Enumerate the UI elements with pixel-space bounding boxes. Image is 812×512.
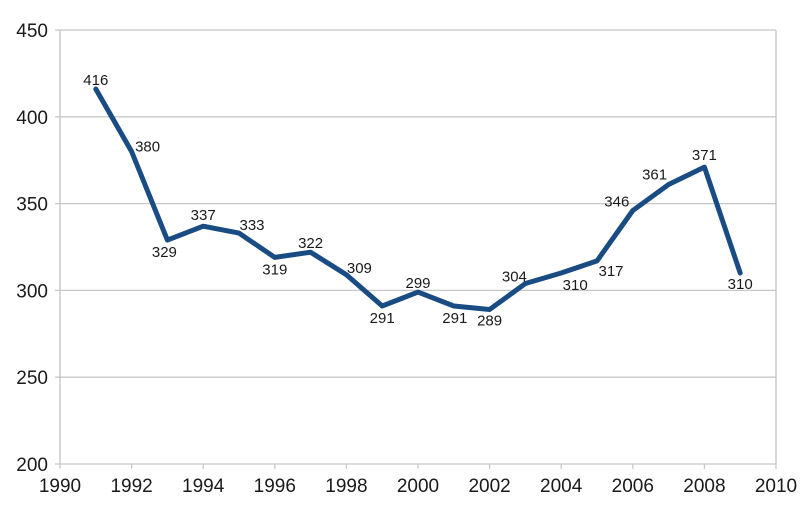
data-point-label: 304 <box>502 268 527 285</box>
data-point-label: 310 <box>563 277 588 294</box>
data-point-label: 319 <box>262 261 287 278</box>
data-point-label: 333 <box>239 217 264 234</box>
x-tick-label: 2000 <box>397 476 439 497</box>
y-tick-label: 350 <box>16 195 48 216</box>
data-point-label: 289 <box>477 312 502 329</box>
x-tick-label: 2008 <box>683 476 725 497</box>
x-tick-label: 1990 <box>39 476 81 497</box>
y-tick-label: 200 <box>16 455 48 476</box>
x-tick-label: 1998 <box>325 476 367 497</box>
data-point-label: 337 <box>191 207 216 224</box>
data-point-label: 380 <box>135 139 160 156</box>
data-point-label: 310 <box>728 276 753 293</box>
data-point-label: 346 <box>604 194 629 211</box>
data-point-label: 317 <box>598 263 623 280</box>
y-tick-label: 450 <box>16 21 48 42</box>
data-point-label: 416 <box>83 72 108 89</box>
data-point-label: 371 <box>692 147 717 164</box>
x-tick-label: 2006 <box>612 476 654 497</box>
data-point-label: 291 <box>370 310 395 327</box>
x-tick-label: 2002 <box>468 476 510 497</box>
y-tick-label: 250 <box>16 368 48 389</box>
y-tick-label: 300 <box>16 281 48 302</box>
x-tick-label: 1992 <box>110 476 152 497</box>
data-point-label: 291 <box>442 310 467 327</box>
y-tick-label: 400 <box>16 108 48 129</box>
data-point-label: 361 <box>642 167 667 184</box>
x-tick-label: 2004 <box>540 476 583 497</box>
x-tick-label: 1994 <box>182 476 225 497</box>
x-tick-label: 2010 <box>755 476 797 497</box>
data-point-label: 329 <box>152 244 177 261</box>
x-tick-label: 1996 <box>254 476 296 497</box>
data-point-label: 299 <box>405 275 430 292</box>
data-point-label: 322 <box>298 235 323 252</box>
data-point-label: 309 <box>347 260 372 277</box>
data-line <box>93 86 743 312</box>
